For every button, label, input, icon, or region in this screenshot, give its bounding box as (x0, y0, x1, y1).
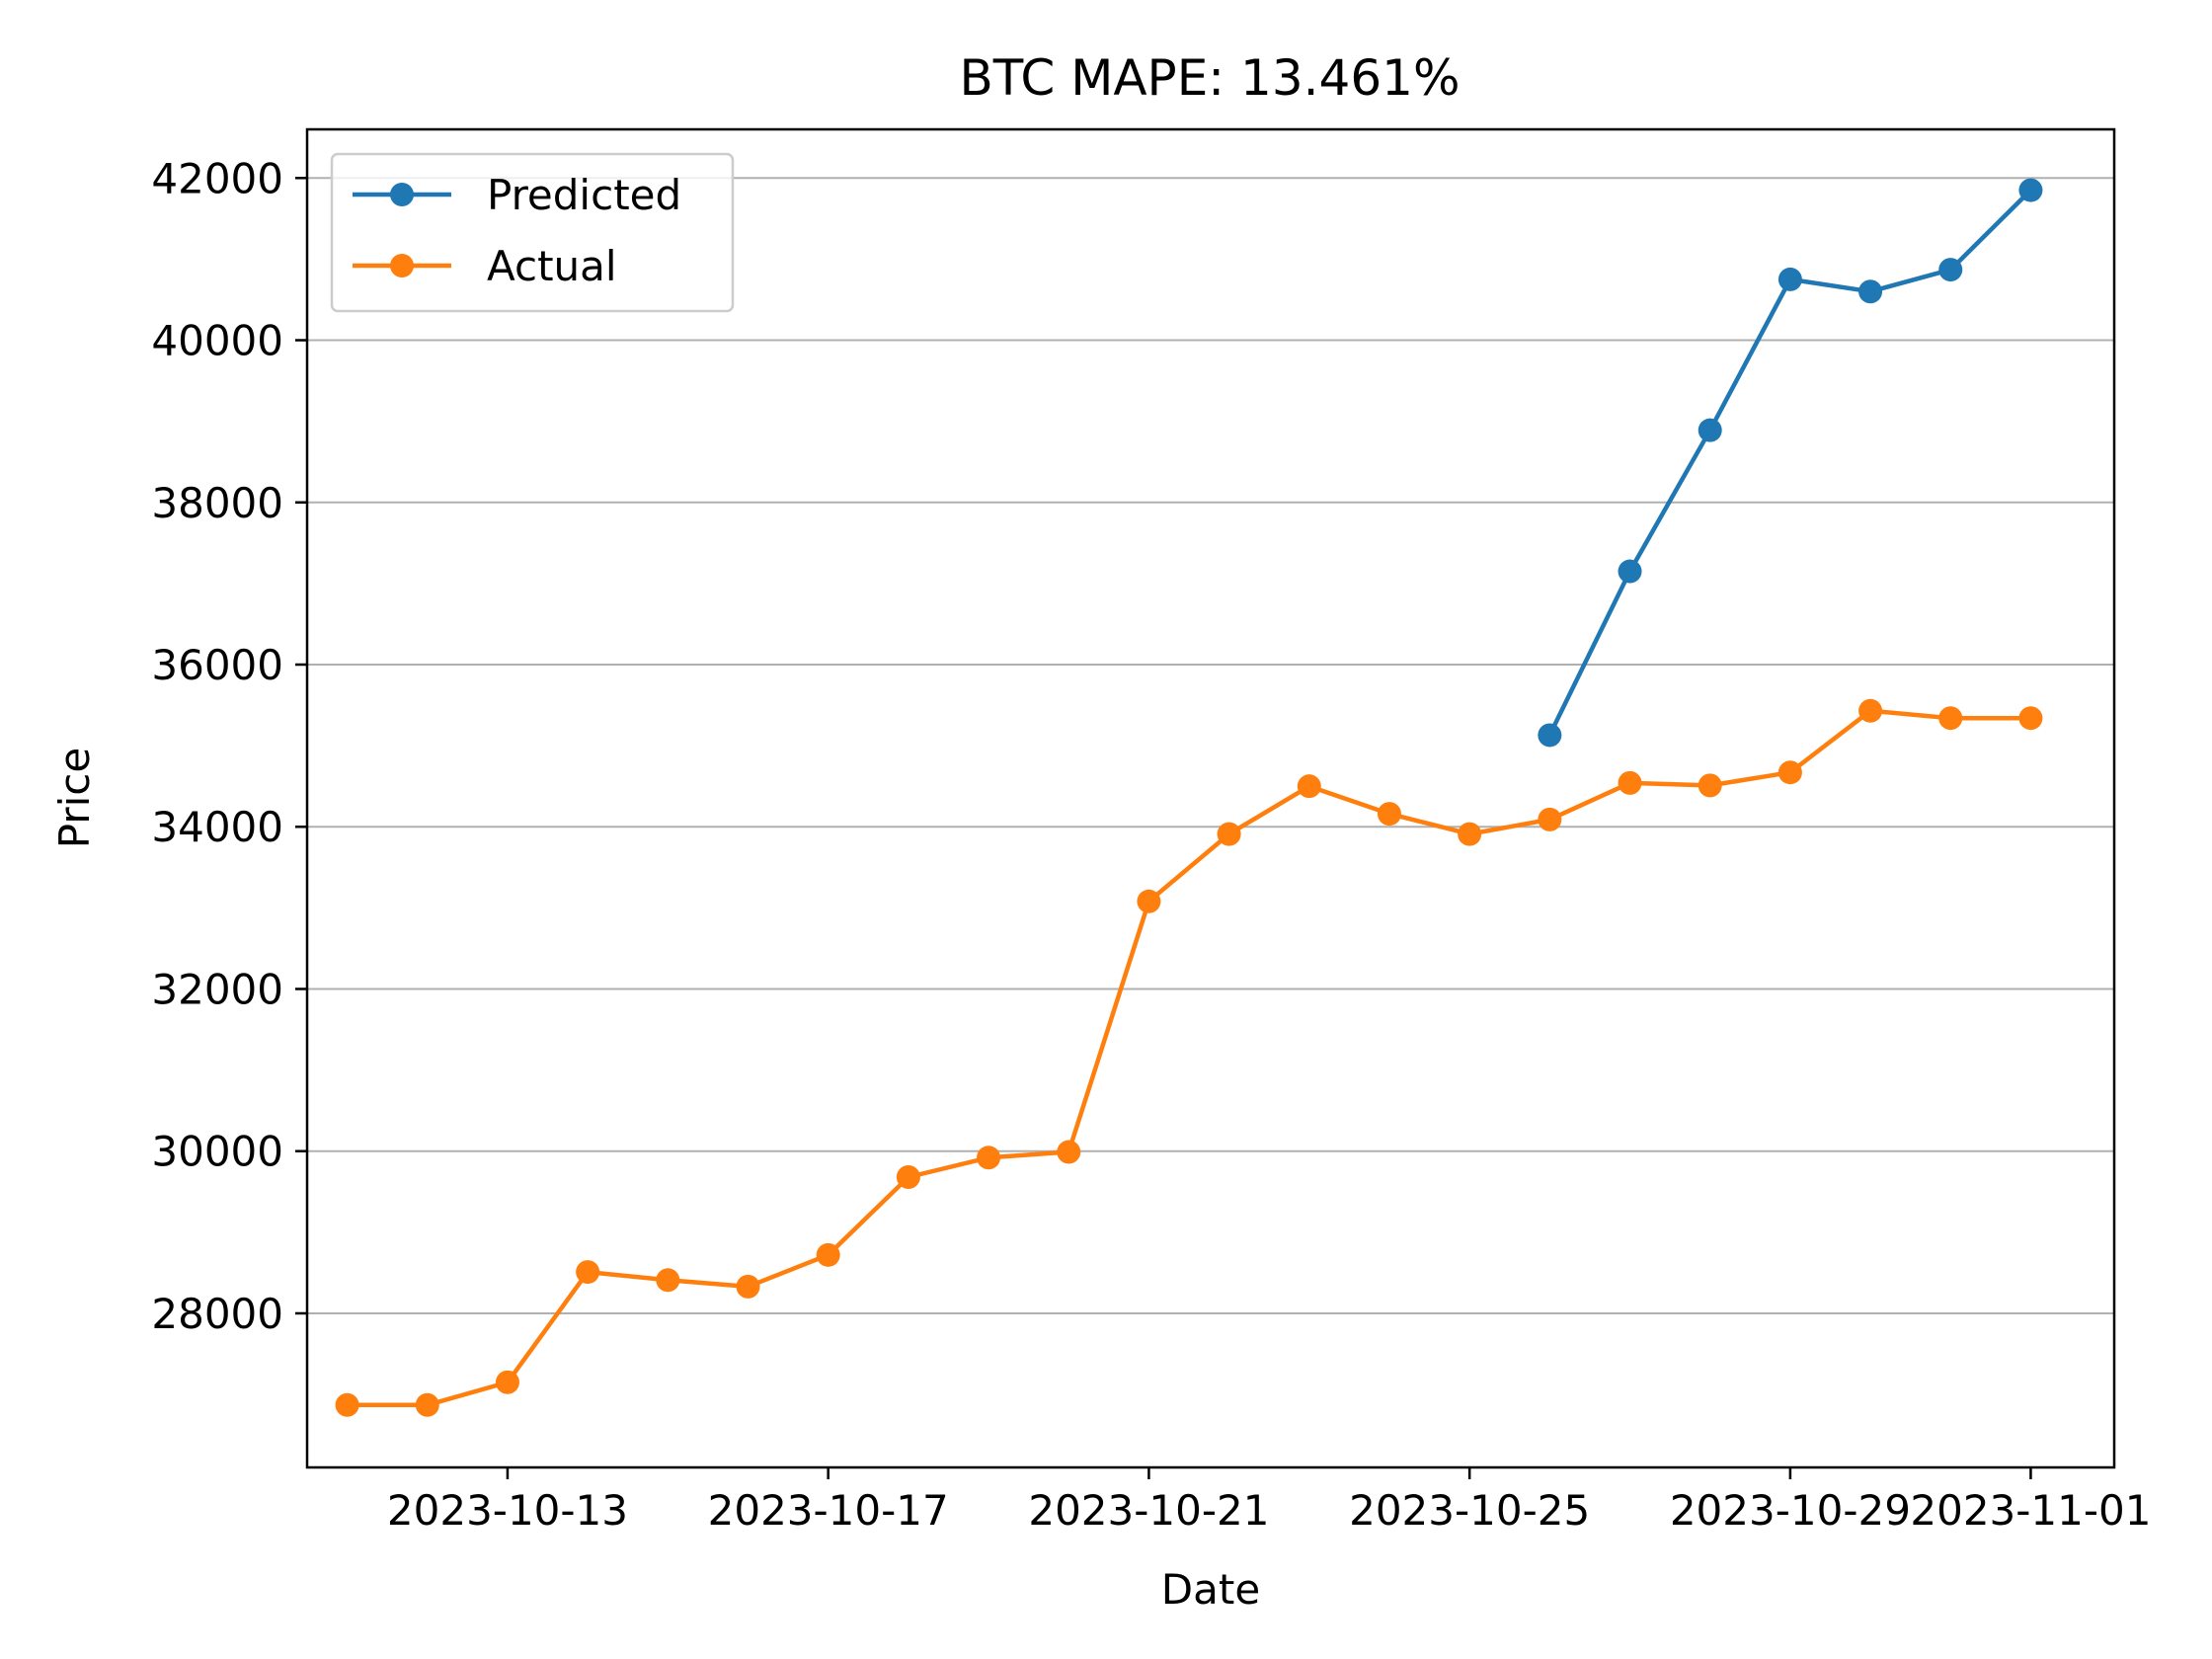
x-tick-label: 2023-11-01 (1910, 1486, 2151, 1535)
data-point-actual (1618, 770, 1642, 795)
data-point-actual (1538, 807, 1562, 831)
y-tick-label: 42000 (151, 154, 283, 202)
y-tick-label: 32000 (151, 965, 283, 1013)
x-tick-label: 2023-10-25 (1349, 1486, 1590, 1535)
data-point-predicted (1618, 559, 1642, 584)
data-point-actual (1297, 774, 1321, 799)
legend-label-predicted: Predicted (487, 171, 681, 219)
data-point-actual (1458, 822, 1482, 846)
legend-marker-actual (390, 254, 414, 277)
data-point-actual (816, 1242, 840, 1267)
x-tick-label: 2023-10-29 (1670, 1486, 1911, 1535)
data-point-actual (1778, 760, 1802, 785)
data-point-actual (977, 1146, 1001, 1170)
y-tick-label: 38000 (151, 479, 283, 527)
data-point-actual (1377, 802, 1401, 827)
data-point-actual (2018, 706, 2043, 731)
x-tick-label: 2023-10-17 (708, 1486, 949, 1535)
data-point-actual (335, 1392, 359, 1417)
x-tick-label: 2023-10-21 (1028, 1486, 1269, 1535)
chart-title: BTC MAPE: 13.461% (959, 49, 1460, 107)
data-point-actual (1057, 1140, 1081, 1164)
legend: Predicted Actual (330, 152, 735, 313)
y-tick-label: 40000 (151, 317, 283, 365)
data-point-actual (1938, 706, 1963, 731)
y-tick-label: 30000 (151, 1128, 283, 1176)
data-point-actual (896, 1165, 920, 1190)
tick-layer: 28000 30000 32000 34000 36000 38000 40000 42000… (151, 154, 2151, 1535)
data-point-actual (415, 1392, 439, 1417)
series-layer (335, 178, 2043, 1417)
data-point-actual (1698, 773, 1722, 798)
plot-frame (305, 127, 2116, 1469)
y-tick-label: 28000 (151, 1290, 283, 1338)
data-point-predicted (2018, 178, 2043, 202)
data-point-actual (495, 1370, 519, 1394)
data-point-actual (736, 1274, 760, 1299)
data-point-predicted (1538, 723, 1562, 748)
y-tick-label: 34000 (151, 803, 283, 851)
data-point-actual (1217, 822, 1241, 846)
legend-label-actual: Actual (487, 242, 617, 290)
x-axis-label: Date (1161, 1565, 1260, 1614)
data-point-actual (656, 1268, 680, 1293)
data-point-actual (1137, 889, 1161, 913)
x-tick-label: 2023-10-13 (387, 1486, 628, 1535)
data-point-predicted (1698, 418, 1722, 442)
series-line-actual (347, 708, 2031, 1408)
data-point-predicted (1778, 267, 1802, 291)
data-point-predicted (1938, 258, 1963, 282)
y-axis-label: Price (50, 748, 99, 848)
data-point-predicted (1858, 279, 1883, 304)
data-point-actual (1858, 698, 1883, 723)
y-tick-label: 36000 (151, 641, 283, 689)
data-point-actual (576, 1260, 600, 1285)
legend-marker-predicted (390, 183, 414, 206)
